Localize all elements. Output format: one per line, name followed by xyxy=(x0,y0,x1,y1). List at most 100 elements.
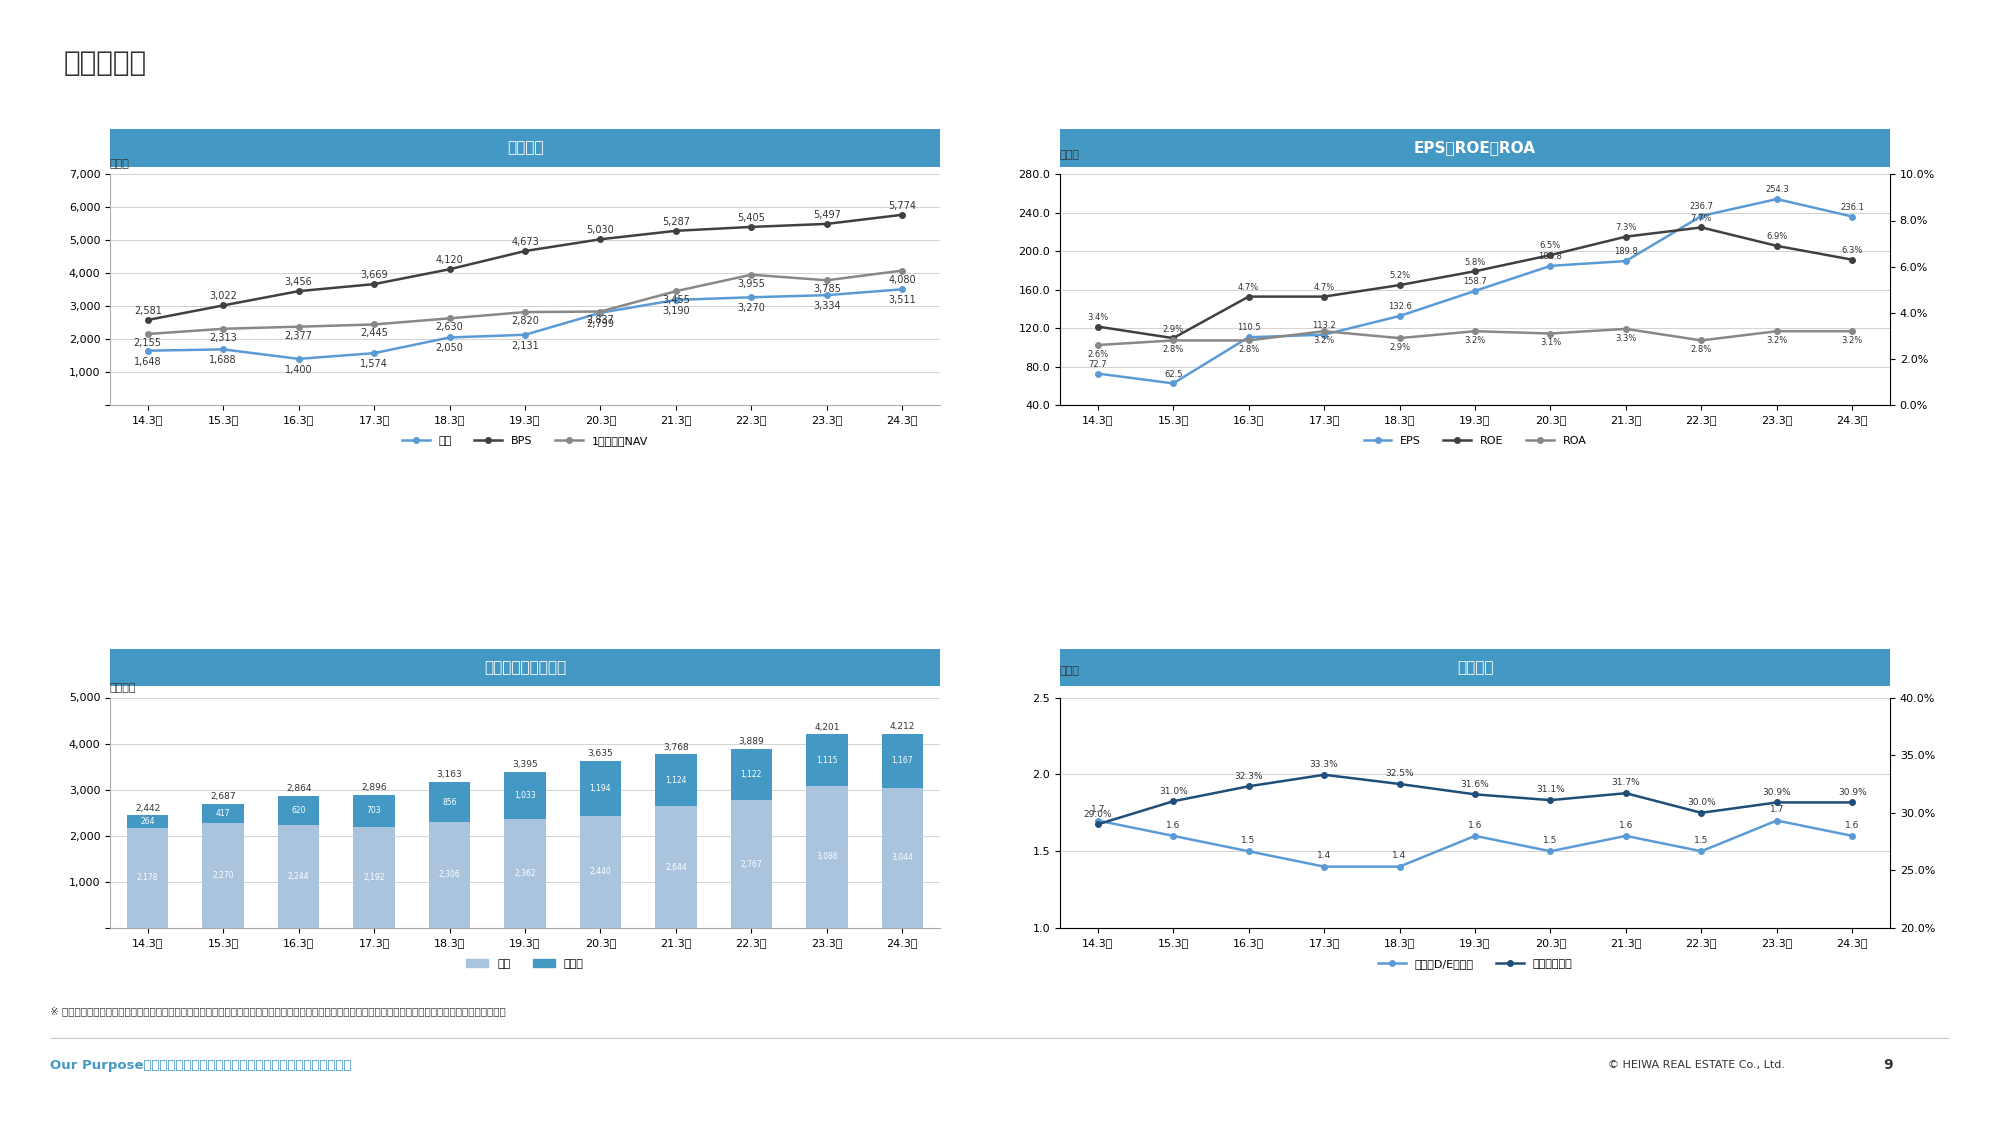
Text: 5.2%: 5.2% xyxy=(1388,271,1410,280)
Text: 72.7: 72.7 xyxy=(1088,360,1108,369)
Text: 6.5%: 6.5% xyxy=(1540,242,1562,251)
Text: 2,837: 2,837 xyxy=(586,315,614,325)
Text: 189.8: 189.8 xyxy=(1614,248,1638,256)
Text: 1,688: 1,688 xyxy=(210,356,236,366)
Text: 1.7: 1.7 xyxy=(1770,806,1784,814)
Text: 5,030: 5,030 xyxy=(586,225,614,235)
Bar xyxy=(656,807,696,928)
Text: ※ 有利子負債は、短期借入金、１年内償還予定の社債、１年内返済予定の長期借入金、流動負債　その他（一部）、社債、長期借入金、長期未払金であります。: ※ 有利子負債は、短期借入金、１年内償還予定の社債、１年内返済予定の長期借入金、… xyxy=(50,1006,506,1016)
Text: 1,194: 1,194 xyxy=(590,783,612,792)
Text: 1.6: 1.6 xyxy=(1846,821,1860,830)
Text: 254.3: 254.3 xyxy=(1764,186,1788,195)
Text: 2,445: 2,445 xyxy=(360,328,388,339)
Text: 3.2%: 3.2% xyxy=(1314,335,1334,344)
Text: 1.5: 1.5 xyxy=(1694,836,1708,845)
Text: 1,115: 1,115 xyxy=(816,756,838,765)
Text: 2,244: 2,244 xyxy=(288,872,310,881)
Bar xyxy=(504,772,546,819)
Text: 4,120: 4,120 xyxy=(436,255,464,266)
Text: 29.0%: 29.0% xyxy=(1084,810,1112,819)
Text: 4,673: 4,673 xyxy=(512,237,538,248)
Text: 30.9%: 30.9% xyxy=(1838,788,1866,796)
Text: 3,785: 3,785 xyxy=(812,285,840,295)
Text: 1.6: 1.6 xyxy=(1166,821,1180,830)
Text: © HEIWA REAL ESTATE Co., Ltd.: © HEIWA REAL ESTATE Co., Ltd. xyxy=(1608,1061,1786,1070)
Bar xyxy=(730,749,772,801)
Text: 3,768: 3,768 xyxy=(664,742,688,752)
Text: 3.2%: 3.2% xyxy=(1766,335,1788,344)
Text: 110.5: 110.5 xyxy=(1236,324,1260,333)
Text: 30.9%: 30.9% xyxy=(1762,788,1792,796)
Text: 3.2%: 3.2% xyxy=(1464,335,1486,344)
Text: 5,774: 5,774 xyxy=(888,201,916,210)
Text: 113.2: 113.2 xyxy=(1312,321,1336,330)
Text: 2,155: 2,155 xyxy=(134,338,162,348)
Text: 33.3%: 33.3% xyxy=(1310,760,1338,770)
Text: Our Purpose　人々を惹きつける場づくりで、未来に豊かさをもたらす: Our Purpose 人々を惹きつける場づくりで、未来に豊かさをもたらす xyxy=(50,1059,352,1072)
Text: 7.7%: 7.7% xyxy=(1690,214,1712,223)
Bar xyxy=(882,734,924,787)
Text: 31.0%: 31.0% xyxy=(1158,786,1188,795)
Text: 6.9%: 6.9% xyxy=(1766,232,1788,241)
Bar xyxy=(730,801,772,928)
Text: 3,334: 3,334 xyxy=(814,302,840,312)
Text: （円）: （円） xyxy=(110,160,130,170)
Bar xyxy=(428,782,470,821)
Legend: ネットD/Eレシオ, 自己資本比率: ネットD/Eレシオ, 自己資本比率 xyxy=(1374,954,1576,973)
Text: 3,190: 3,190 xyxy=(662,306,690,316)
Text: 2,192: 2,192 xyxy=(364,873,384,882)
Text: 4,212: 4,212 xyxy=(890,722,914,731)
Text: 4,080: 4,080 xyxy=(888,274,916,285)
Bar xyxy=(806,735,848,785)
Text: 2.9%: 2.9% xyxy=(1388,343,1410,352)
Text: 3,456: 3,456 xyxy=(284,277,312,287)
Text: 3,635: 3,635 xyxy=(588,749,614,758)
Text: 620: 620 xyxy=(292,806,306,814)
Text: 5,287: 5,287 xyxy=(662,217,690,227)
Text: 31.1%: 31.1% xyxy=(1536,785,1564,794)
Text: 貳貸等不動産の時価: 貳貸等不動産の時価 xyxy=(484,660,566,675)
Bar xyxy=(202,804,244,824)
Text: 3,669: 3,669 xyxy=(360,270,388,280)
Bar xyxy=(126,816,168,828)
Text: 2.8%: 2.8% xyxy=(1162,345,1184,354)
Bar xyxy=(126,828,168,928)
Text: 2,270: 2,270 xyxy=(212,871,234,880)
Text: 3,455: 3,455 xyxy=(662,295,690,305)
Text: 2,313: 2,313 xyxy=(210,333,238,343)
Text: 2,630: 2,630 xyxy=(436,322,464,332)
Text: 2,896: 2,896 xyxy=(362,783,386,792)
Text: 1,648: 1,648 xyxy=(134,357,162,367)
Text: 3,270: 3,270 xyxy=(738,304,766,313)
Text: EPS・ROE・ROA: EPS・ROE・ROA xyxy=(1414,141,1536,155)
Text: 1.5: 1.5 xyxy=(1544,836,1558,845)
Bar xyxy=(580,816,622,928)
Text: 9: 9 xyxy=(1884,1059,1894,1072)
Text: 経営指標等: 経営指標等 xyxy=(64,50,148,76)
Text: （億円）: （億円） xyxy=(110,683,136,693)
Text: 5,405: 5,405 xyxy=(738,213,766,223)
Text: 31.7%: 31.7% xyxy=(1612,778,1640,787)
Text: 2,440: 2,440 xyxy=(590,867,612,876)
Text: 3,044: 3,044 xyxy=(892,854,914,863)
Text: 1.4: 1.4 xyxy=(1316,852,1332,861)
Text: 184.8: 184.8 xyxy=(1538,252,1562,261)
Text: 3,395: 3,395 xyxy=(512,759,538,768)
Text: 4.7%: 4.7% xyxy=(1314,284,1334,292)
Text: 417: 417 xyxy=(216,809,230,818)
Text: 236.7: 236.7 xyxy=(1690,202,1714,212)
Bar xyxy=(428,821,470,928)
Text: 5,497: 5,497 xyxy=(812,210,840,220)
Bar xyxy=(278,796,320,825)
Bar xyxy=(806,785,848,928)
Text: 2,306: 2,306 xyxy=(438,871,460,880)
Text: 3.1%: 3.1% xyxy=(1540,339,1562,348)
Text: 3.2%: 3.2% xyxy=(1842,335,1862,344)
Text: 2,362: 2,362 xyxy=(514,870,536,879)
Text: 1.7: 1.7 xyxy=(1090,806,1104,814)
Text: 2.6%: 2.6% xyxy=(1088,350,1108,359)
Text: （倍）: （倍） xyxy=(1060,666,1080,676)
Text: 株価水準: 株価水準 xyxy=(506,141,544,155)
Text: 2,581: 2,581 xyxy=(134,306,162,316)
Text: 6.3%: 6.3% xyxy=(1842,246,1862,255)
